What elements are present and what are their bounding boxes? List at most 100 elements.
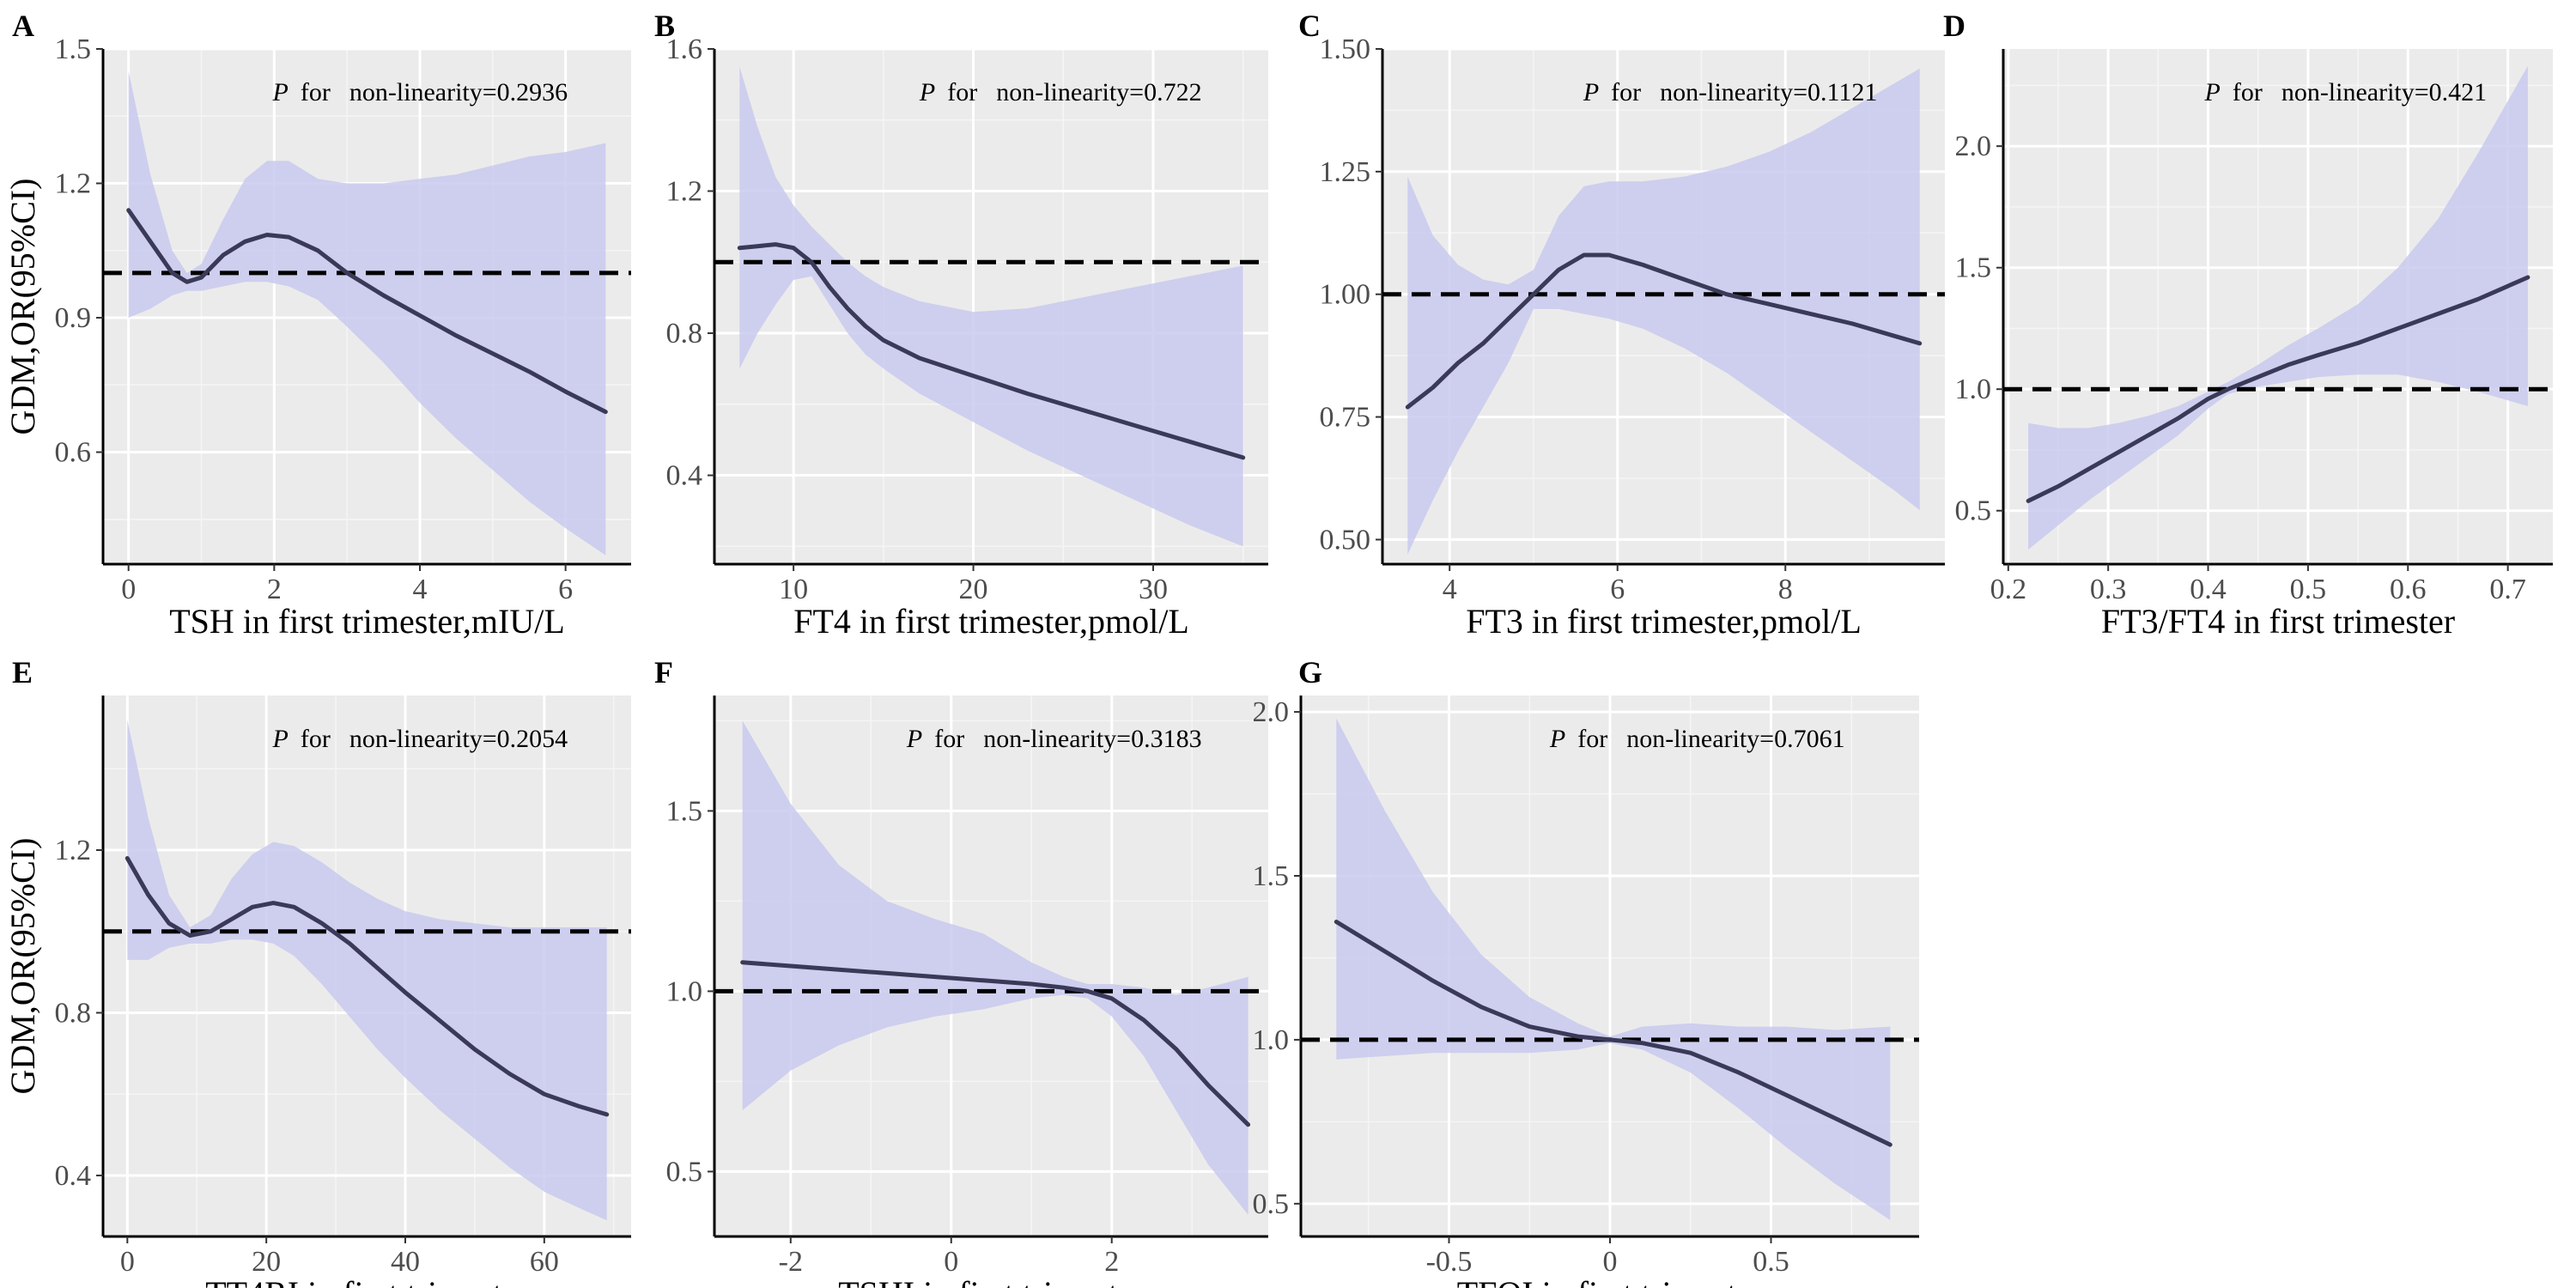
x-tick-label: 6 — [558, 574, 573, 605]
panel-G: G -0.5 0 0.5 0.5 1.0 1.5 2.0 TFQI in first trime… — [1253, 655, 1919, 1288]
panel-letter: G — [1298, 655, 1322, 690]
p-symbol: P — [1583, 78, 1599, 106]
y-tick-label: 0.5 — [666, 1156, 703, 1188]
y-tick-label: 0.8 — [666, 318, 703, 349]
p-symbol: P — [919, 78, 935, 106]
p-symbol: P — [906, 725, 922, 753]
y-tick-label: 1.5 — [666, 795, 703, 827]
y-tick-label: 1.5 — [1253, 860, 1290, 892]
y-tick-label: 0.50 — [1320, 524, 1371, 556]
x-tick-label: 0.6 — [2390, 574, 2427, 605]
y-tick-label: 1.5 — [1955, 252, 1992, 284]
x-tick-label: -2 — [779, 1246, 803, 1278]
x-tick-label: 2 — [267, 574, 282, 605]
x-tick-label: 0 — [121, 574, 136, 605]
x-axis-title: TSHI in first trimester — [838, 1274, 1145, 1288]
x-tick-label: 0.4 — [2190, 574, 2227, 605]
y-tick-label: 2.0 — [1253, 696, 1290, 728]
x-axis-title: FT4 in first trimester,pmol/L — [793, 602, 1189, 641]
x-tick-label: 2 — [1104, 1246, 1119, 1278]
confidence-band — [127, 720, 607, 1221]
y-tick-label: 1.0 — [1253, 1024, 1290, 1056]
x-axis-title: TT4RI in first trimester — [205, 1274, 529, 1288]
x-axis-title: FT3 in first trimester,pmol/L — [1466, 602, 1862, 641]
x-axis-title: TSH in first trimester,mIU/L — [169, 602, 565, 641]
or-curve — [737, 242, 1246, 460]
y-tick-label: 0.4 — [666, 460, 703, 492]
y-tick-label: 1.2 — [55, 168, 92, 200]
p-value-text: non-linearity=0.1121 — [1660, 78, 1877, 106]
for-word: for — [947, 78, 977, 106]
y-tick-label: 0.5 — [1955, 495, 1992, 527]
y-tick-label: 1.0 — [666, 975, 703, 1007]
x-tick-label: -0.5 — [1426, 1246, 1473, 1278]
p-symbol: P — [1549, 725, 1565, 753]
y-axis-title: GDM,OR(95%CI) — [3, 179, 42, 435]
y-tick-label: 1.5 — [55, 33, 92, 65]
p-value-text: non-linearity=0.2936 — [349, 78, 568, 106]
p-value-text: non-linearity=0.722 — [996, 78, 1201, 106]
y-tick-label: 0.4 — [55, 1160, 92, 1192]
x-tick-label: 0 — [1603, 1246, 1618, 1278]
or-curve — [126, 208, 608, 415]
confidence-band — [742, 720, 1249, 1215]
y-tick-label: 0.75 — [1320, 402, 1371, 434]
panel-F: F -2 0 2 0.5 1.0 1.5 TSHI in first trimester Pfo… — [654, 655, 1268, 1288]
panel-C: C 4 6 8 0.50 0.75 1.00 1.25 1.50 FT3 in first tri… — [1298, 9, 1945, 641]
for-word: for — [2233, 78, 2263, 106]
x-tick-label: 20 — [959, 574, 988, 605]
confidence-band — [128, 71, 606, 556]
p-symbol: P — [2204, 78, 2221, 106]
x-tick-label: 60 — [530, 1246, 559, 1278]
p-value-text: non-linearity=0.421 — [2281, 78, 2487, 106]
y-tick-label: 1.2 — [55, 835, 92, 866]
y-tick-label: 1.25 — [1320, 156, 1371, 188]
or-curve — [740, 960, 1251, 1127]
x-axis-title: FT3/FT4 in first trimester — [2101, 602, 2455, 641]
y-tick-label: 1.00 — [1320, 279, 1371, 311]
p-symbol: P — [272, 78, 289, 106]
x-tick-label: 0.5 — [2290, 574, 2327, 605]
p-symbol: P — [272, 725, 289, 753]
x-tick-label: 0.2 — [1990, 574, 2027, 605]
y-axis-title: GDM,OR(95%CI) — [3, 838, 42, 1095]
p-value-text: non-linearity=0.7061 — [1626, 725, 1844, 753]
y-tick-label: 0.8 — [55, 997, 92, 1029]
or-curve — [125, 856, 610, 1117]
panel-A: A 0 2 4 6 0.6 0.9 1.2 1.5 TSH in first trimester,… — [3, 9, 631, 641]
x-axis-title: TFQI in first trimester — [1457, 1274, 1764, 1288]
for-word: for — [301, 78, 331, 106]
or-curve — [2026, 275, 2530, 503]
for-word: for — [1611, 78, 1641, 106]
panel-letter: F — [654, 655, 673, 690]
x-tick-label: 30 — [1139, 574, 1168, 605]
confidence-band — [2028, 65, 2528, 550]
for-word: for — [1577, 725, 1607, 753]
y-tick-label: 0.5 — [1253, 1188, 1290, 1220]
panel-E: E 0 20 40 60 0.4 0.8 1.2 TT4RI in first trimeste… — [3, 655, 631, 1288]
y-tick-label: 0.9 — [55, 302, 92, 334]
x-tick-label: 0 — [944, 1246, 958, 1278]
p-value-text: non-linearity=0.2054 — [349, 725, 568, 753]
y-tick-label: 0.6 — [55, 437, 92, 469]
x-tick-label: 10 — [779, 574, 808, 605]
panel-B: B 10 20 30 0.4 0.8 1.2 1.6 FT4 in first trimeste… — [654, 9, 1268, 641]
y-tick-label: 1.6 — [666, 33, 703, 65]
panel-letter: B — [654, 9, 675, 43]
panel-letter: D — [1943, 9, 1965, 43]
x-tick-label: 20 — [252, 1246, 281, 1278]
panel-letter: A — [12, 9, 34, 43]
y-tick-label: 1.50 — [1320, 33, 1371, 65]
or-curve — [1334, 920, 1893, 1147]
x-tick-label: 4 — [1443, 574, 1457, 605]
y-tick-label: 2.0 — [1955, 131, 1992, 162]
y-tick-label: 1.0 — [1955, 374, 1992, 405]
p-value-text: non-linearity=0.3183 — [983, 725, 1201, 753]
panel-letter: E — [12, 655, 33, 690]
